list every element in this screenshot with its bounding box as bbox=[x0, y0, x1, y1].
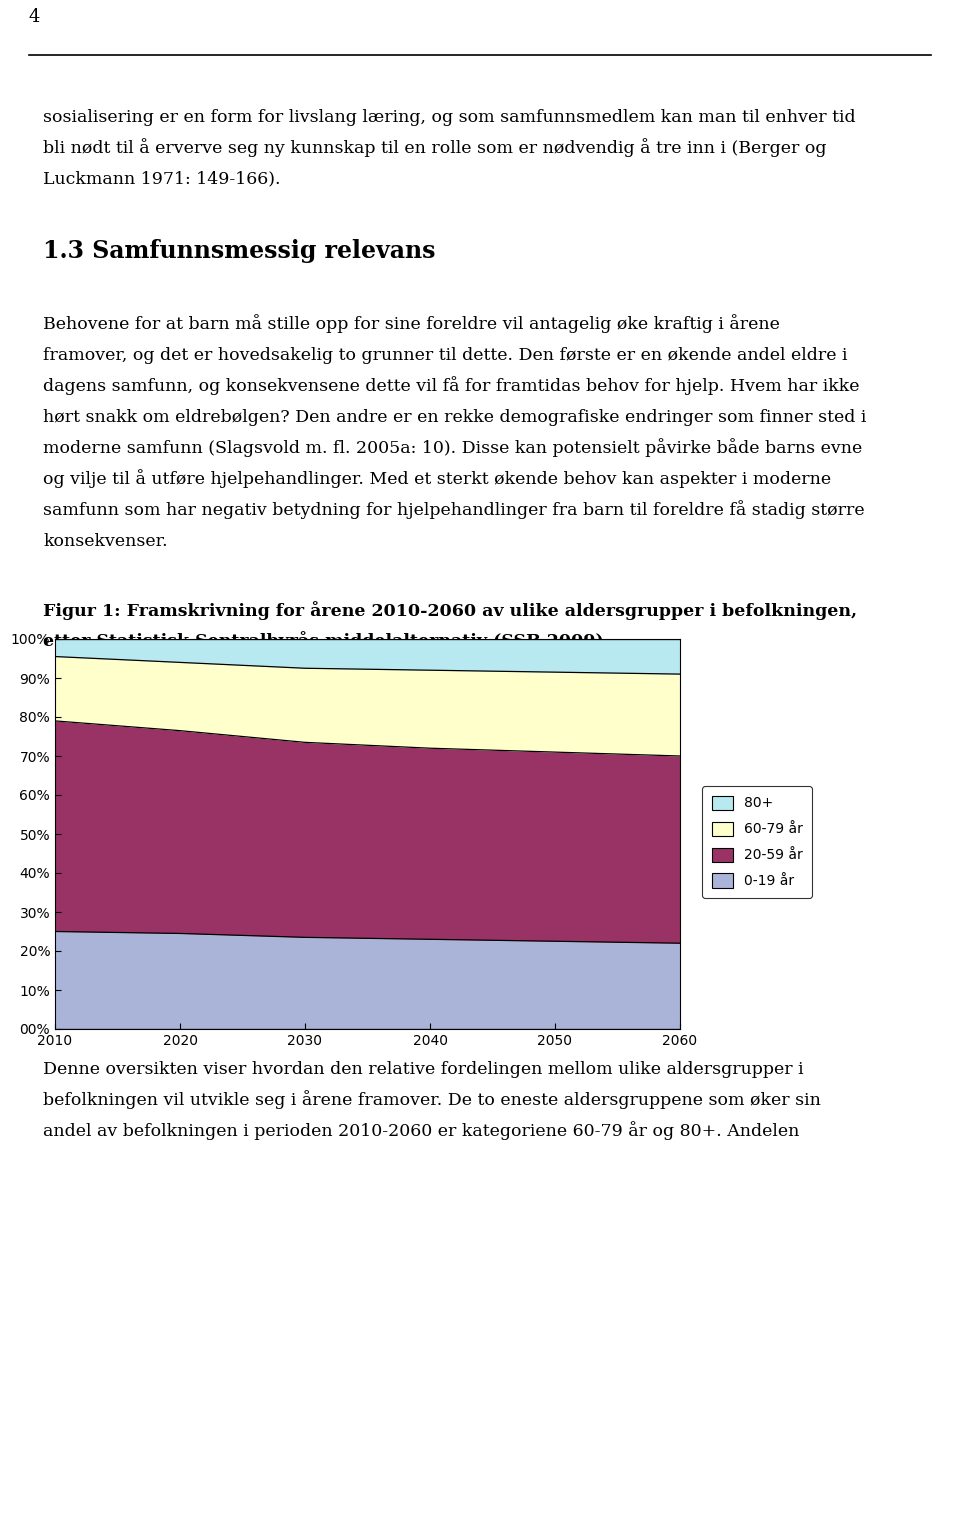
Text: samfunn som har negativ betydning for hjelpehandlinger fra barn til foreldre få : samfunn som har negativ betydning for hj… bbox=[43, 500, 865, 518]
Text: hørt snakk om eldrebølgen? Den andre er en rekke demografiske endringer som finn: hørt snakk om eldrebølgen? Den andre er … bbox=[43, 408, 867, 425]
Text: Behovene for at barn må stille opp for sine foreldre vil antagelig øke kraftig i: Behovene for at barn må stille opp for s… bbox=[43, 314, 780, 333]
Text: sosialisering er en form for livslang læring, og som samfunnsmedlem kan man til : sosialisering er en form for livslang læ… bbox=[43, 109, 855, 126]
Text: moderne samfunn (Slagsvold m. fl. 2005a: 10). Disse kan potensielt påvirke både : moderne samfunn (Slagsvold m. fl. 2005a:… bbox=[43, 437, 862, 457]
Text: andel av befolkningen i perioden 2010-2060 er kategoriene 60-79 år og 80+. Andel: andel av befolkningen i perioden 2010-20… bbox=[43, 1121, 800, 1140]
Text: 4: 4 bbox=[29, 9, 40, 26]
Text: dagens samfunn, og konsekvensene dette vil få for framtidas behov for hjelp. Hve: dagens samfunn, og konsekvensene dette v… bbox=[43, 376, 860, 394]
Text: konsekvenser.: konsekvenser. bbox=[43, 532, 168, 549]
Text: 1.3 Samfunnsmessig relevans: 1.3 Samfunnsmessig relevans bbox=[43, 239, 436, 262]
Text: befolkningen vil utvikle seg i årene framover. De to eneste aldersgruppene som ø: befolkningen vil utvikle seg i årene fra… bbox=[43, 1089, 821, 1109]
Text: Figur 1: Framskrivning for årene 2010-2060 av ulike aldersgrupper i befolkningen: Figur 1: Framskrivning for årene 2010-20… bbox=[43, 601, 857, 620]
Text: Denne oversikten viser hvordan den relative fordelingen mellom ulike aldersgrupp: Denne oversikten viser hvordan den relat… bbox=[43, 1060, 804, 1078]
Text: bli nødt til å erverve seg ny kunnskap til en rolle som er nødvendig å tre inn i: bli nødt til å erverve seg ny kunnskap t… bbox=[43, 138, 827, 156]
Text: og vilje til å utføre hjelpehandlinger. Med et sterkt økende behov kan aspekter : og vilje til å utføre hjelpehandlinger. … bbox=[43, 469, 831, 488]
Text: Luckmann 1971: 149-166).: Luckmann 1971: 149-166). bbox=[43, 170, 280, 187]
Text: framover, og det er hovedsakelig to grunner til dette. Den første er en økende a: framover, og det er hovedsakelig to grun… bbox=[43, 347, 848, 364]
Legend: 80+, 60-79 år, 20-59 år, 0-19 år: 80+, 60-79 år, 20-59 år, 0-19 år bbox=[702, 785, 812, 897]
Text: etter Statistisk Sentralbyrås middelalternativ (SSB 2009).: etter Statistisk Sentralbyrås middelalte… bbox=[43, 630, 610, 650]
